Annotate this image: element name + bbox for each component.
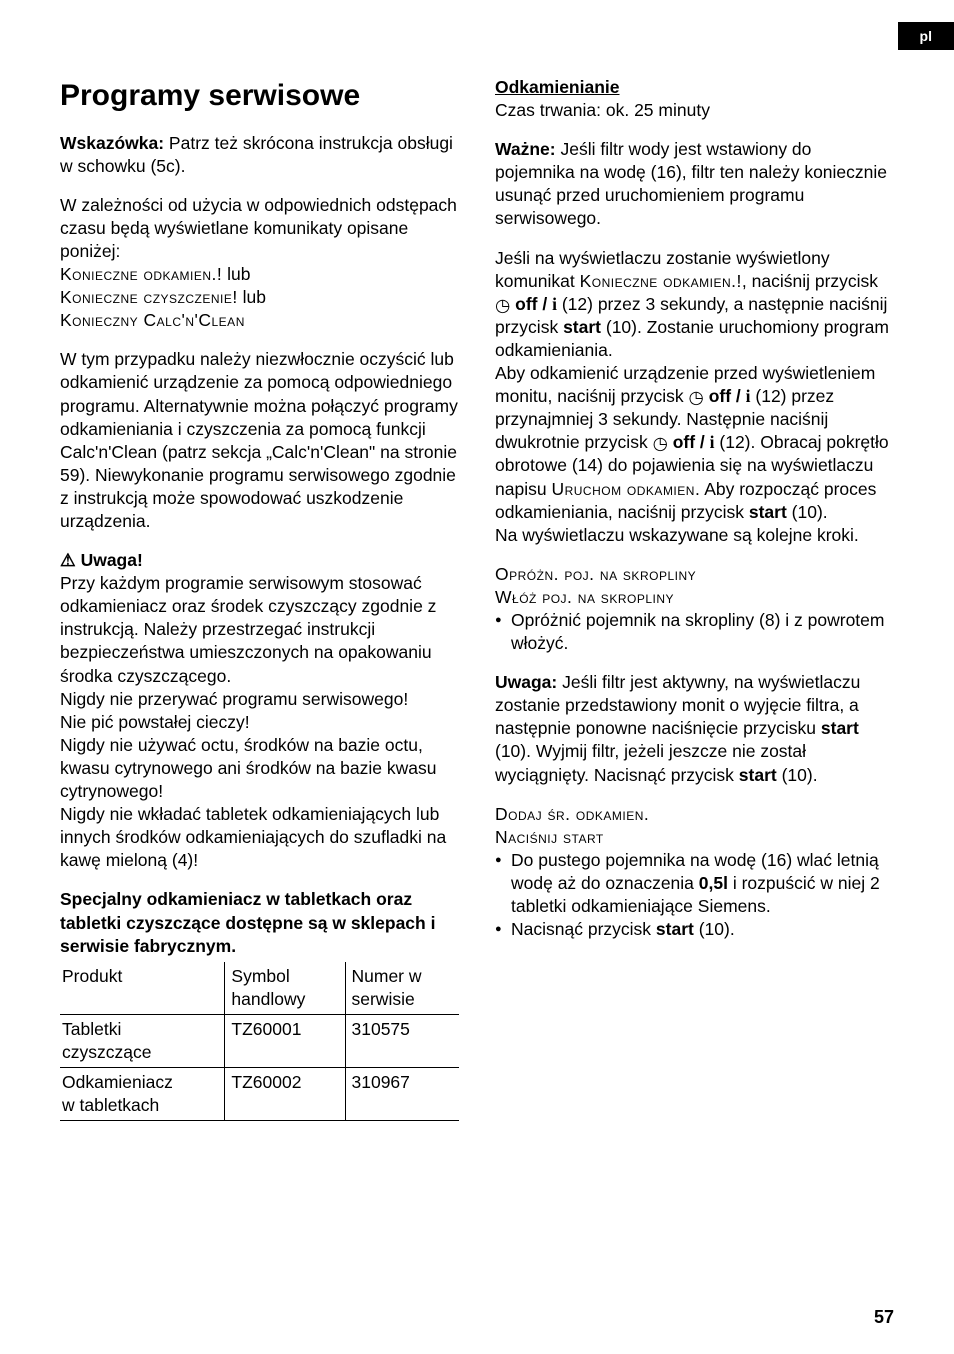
th-product: Produkt: [60, 962, 225, 1015]
warning-text-4: Nigdy nie używać octu, środków na bazie …: [60, 734, 459, 803]
warning-label: Uwaga!: [76, 550, 143, 570]
step-text-3b: (10).: [694, 919, 735, 939]
display-msg-wloz: Włóż poj. na skropliny: [495, 587, 674, 607]
clock-icon: ◷: [653, 432, 668, 455]
page-number: 57: [874, 1307, 894, 1328]
proc-text-3: Na wyświetlaczu wskazywane są kolejne kr…: [495, 525, 859, 545]
clock-icon: ◷: [689, 386, 704, 409]
table-row: Tabletkiczyszczące TZ60001 310575: [60, 1014, 459, 1067]
step-list-2: Do pustego pojemnika na wodę (16) wlać l…: [495, 849, 894, 941]
proc-text-1b: , naciśnij przycisk: [742, 271, 878, 291]
section-title: Programy serwisowe: [60, 76, 459, 116]
display-msg-nacisnij: Naciśnij start: [495, 827, 604, 847]
start-label: start: [749, 502, 787, 522]
right-column: Odkamienianie Czas trwania: ok. 25 minut…: [495, 76, 894, 1121]
hint-label: Wskazówka:: [60, 133, 164, 153]
step-text-3a: Nacisnąć przycisk: [511, 919, 656, 939]
off-label: off /: [709, 386, 746, 406]
warning-heading: ⚠ Uwaga!: [60, 549, 459, 572]
start-label: start: [739, 765, 777, 785]
body-paragraph-1: W tym przypadku należy niezwłocznie oczy…: [60, 348, 459, 533]
display-steps-2: Dodaj śr. odkamien. Naciśnij start Do pu…: [495, 803, 894, 942]
td-product-1: Tabletkiczyszczące: [60, 1014, 225, 1067]
warning-text-3: Nie pić powstałej cieczy!: [60, 711, 459, 734]
display-msg-oprozn: Opróżn. poj. na skropliny: [495, 564, 696, 584]
td-number-1: 310575: [345, 1014, 459, 1067]
list-item: Do pustego pojemnika na wodę (16) wlać l…: [495, 849, 894, 918]
warning-text-5: Nigdy nie wkładać tabletek odkamieniając…: [60, 803, 459, 872]
table-row: Odkamieniaczw tabletkach TZ60002 310967: [60, 1068, 459, 1121]
important-label: Ważne:: [495, 139, 556, 159]
proc-text-2e: (10).: [787, 502, 828, 522]
start-label: start: [821, 718, 859, 738]
td-number-2: 310967: [345, 1068, 459, 1121]
product-table: Produkt Symbolhandlowy Numer wserwisie T…: [60, 962, 459, 1122]
table-heading: Specjalny odkamieniacz w tabletkach oraz…: [60, 888, 459, 957]
or-2: lub: [238, 287, 266, 307]
note-label: Uwaga:: [495, 672, 557, 692]
note-paragraph: Uwaga: Jeśli filtr jest aktywny, na wyśw…: [495, 671, 894, 786]
intro-text: W zależności od użycia w odpowiednich od…: [60, 195, 457, 261]
hint-paragraph: Wskazówka: Patrz też skrócona instrukcja…: [60, 132, 459, 178]
display-msg-uruchom: Uruchom odkamien.: [551, 479, 700, 499]
td-product-2: Odkamieniaczw tabletkach: [60, 1068, 225, 1121]
descale-title: Odkamienianie: [495, 77, 620, 97]
display-msg-2: Konieczne czyszczenie!: [60, 287, 238, 307]
warning-icon: ⚠: [60, 549, 76, 572]
display-msg-1: Konieczne odkamien.!: [60, 264, 222, 284]
table-row: Produkt Symbolhandlowy Numer wserwisie: [60, 962, 459, 1015]
start-label: start: [656, 919, 694, 939]
off-label: off /: [673, 432, 710, 452]
page-content: Programy serwisowe Wskazówka: Patrz też …: [60, 76, 894, 1121]
step-list-1: Opróżnić pojemnik na skropliny (8) i z p…: [495, 609, 894, 655]
intro-paragraph: W zależności od użycia w odpowiednich od…: [60, 194, 459, 333]
descale-time: Czas trwania: ok. 25 minuty: [495, 99, 894, 122]
start-label: start: [563, 317, 601, 337]
volume-label: 0,5l: [699, 873, 728, 893]
th-number: Numer wserwisie: [345, 962, 459, 1015]
warning-block: ⚠ Uwaga! Przy każdym programie serwisowy…: [60, 549, 459, 872]
language-tab: pl: [898, 22, 954, 50]
td-symbol-2: TZ60002: [225, 1068, 345, 1121]
important-paragraph: Ważne: Jeśli filtr wody jest wstawiony d…: [495, 138, 894, 230]
list-item: Nacisnąć przycisk start (10).: [495, 918, 894, 941]
left-column: Programy serwisowe Wskazówka: Patrz też …: [60, 76, 459, 1121]
note-text-3: (10).: [777, 765, 818, 785]
procedure-paragraph: Jeśli na wyświetlaczu zostanie wyświetlo…: [495, 247, 894, 547]
or-1: lub: [222, 264, 250, 284]
clock-icon: ◷: [495, 294, 510, 317]
th-symbol: Symbolhandlowy: [225, 962, 345, 1015]
display-msg-dodaj: Dodaj śr. odkamien.: [495, 804, 649, 824]
descale-heading: Odkamienianie: [495, 76, 894, 99]
td-symbol-1: TZ60001: [225, 1014, 345, 1067]
display-msg-kon: Konieczne odkamien.!: [580, 271, 742, 291]
off-label: off /: [515, 294, 552, 314]
list-item: Opróżnić pojemnik na skropliny (8) i z p…: [495, 609, 894, 655]
warning-text-1: Przy każdym programie serwisowym stosowa…: [60, 572, 459, 687]
display-msg-3: Konieczny Calc'n'Clean: [60, 310, 245, 330]
display-steps-1: Opróżn. poj. na skropliny Włóż poj. na s…: [495, 563, 894, 655]
warning-text-2: Nigdy nie przerywać programu serwisowego…: [60, 688, 459, 711]
